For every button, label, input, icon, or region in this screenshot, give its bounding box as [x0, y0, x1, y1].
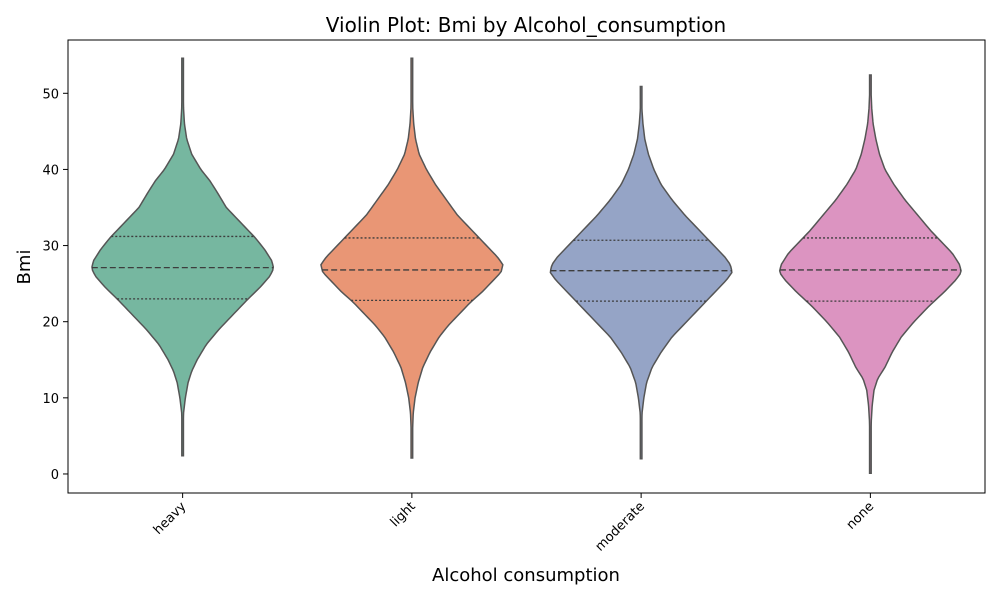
y-tick-label: 30 [42, 240, 59, 255]
y-axis: 0 10 20 30 40 50 [42, 87, 68, 483]
x-tick-label-moderate: moderate [593, 499, 648, 554]
violin-light [320, 57, 504, 459]
y-tick-label: 20 [42, 316, 59, 331]
chart-title: Violin Plot: Bmi by Alcohol_consumption [326, 13, 726, 37]
x-tick-label-light: light [388, 499, 419, 530]
violin-body-moderate [549, 85, 733, 460]
violins-group [91, 57, 962, 474]
x-axis-label: Alcohol consumption [432, 565, 620, 586]
violin-body-none [778, 74, 962, 474]
violin-moderate [549, 85, 733, 460]
y-tick-label: 50 [42, 87, 59, 102]
plot-frame [67, 39, 986, 494]
x-tick-label-none: none [844, 499, 878, 533]
violin-heavy [91, 57, 275, 457]
x-tick-label-heavy: heavy [151, 499, 190, 538]
violin-body-light [320, 57, 504, 459]
y-tick-label: 0 [51, 468, 59, 483]
y-tick-label: 10 [42, 392, 59, 407]
y-tick-label: 40 [42, 163, 59, 178]
violin-none [778, 74, 962, 474]
x-axis: heavy light moderate none [151, 493, 877, 555]
violin-body-heavy [91, 57, 275, 457]
y-axis-label: Bmi [14, 250, 35, 285]
